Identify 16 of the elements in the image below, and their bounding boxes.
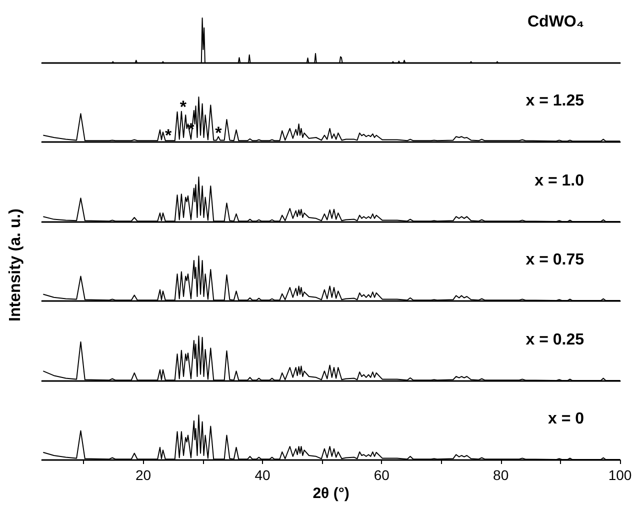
x-tick-label: 80 bbox=[493, 467, 509, 483]
x-tick-label: 20 bbox=[136, 467, 152, 483]
series-label: x = 1.0 bbox=[534, 172, 584, 190]
y-axis-title: Intensity (a. u.) bbox=[7, 208, 25, 322]
annotation: * bbox=[215, 124, 222, 143]
text: CdWO₄ bbox=[528, 14, 584, 30]
series-label: x = 0 bbox=[548, 410, 584, 428]
series-label: x = 0.25 bbox=[526, 331, 584, 348]
annotation: * bbox=[180, 98, 187, 117]
annotation: * bbox=[165, 126, 172, 146]
x-tick-label: 60 bbox=[374, 467, 390, 483]
series-label: x = 0.75 bbox=[526, 252, 584, 269]
x-tick-label: 100 bbox=[608, 467, 632, 483]
x-tick-label: 40 bbox=[254, 467, 270, 483]
x-axis-title: 2θ (°) bbox=[312, 485, 350, 502]
series-label: x = 1.25 bbox=[526, 92, 584, 110]
